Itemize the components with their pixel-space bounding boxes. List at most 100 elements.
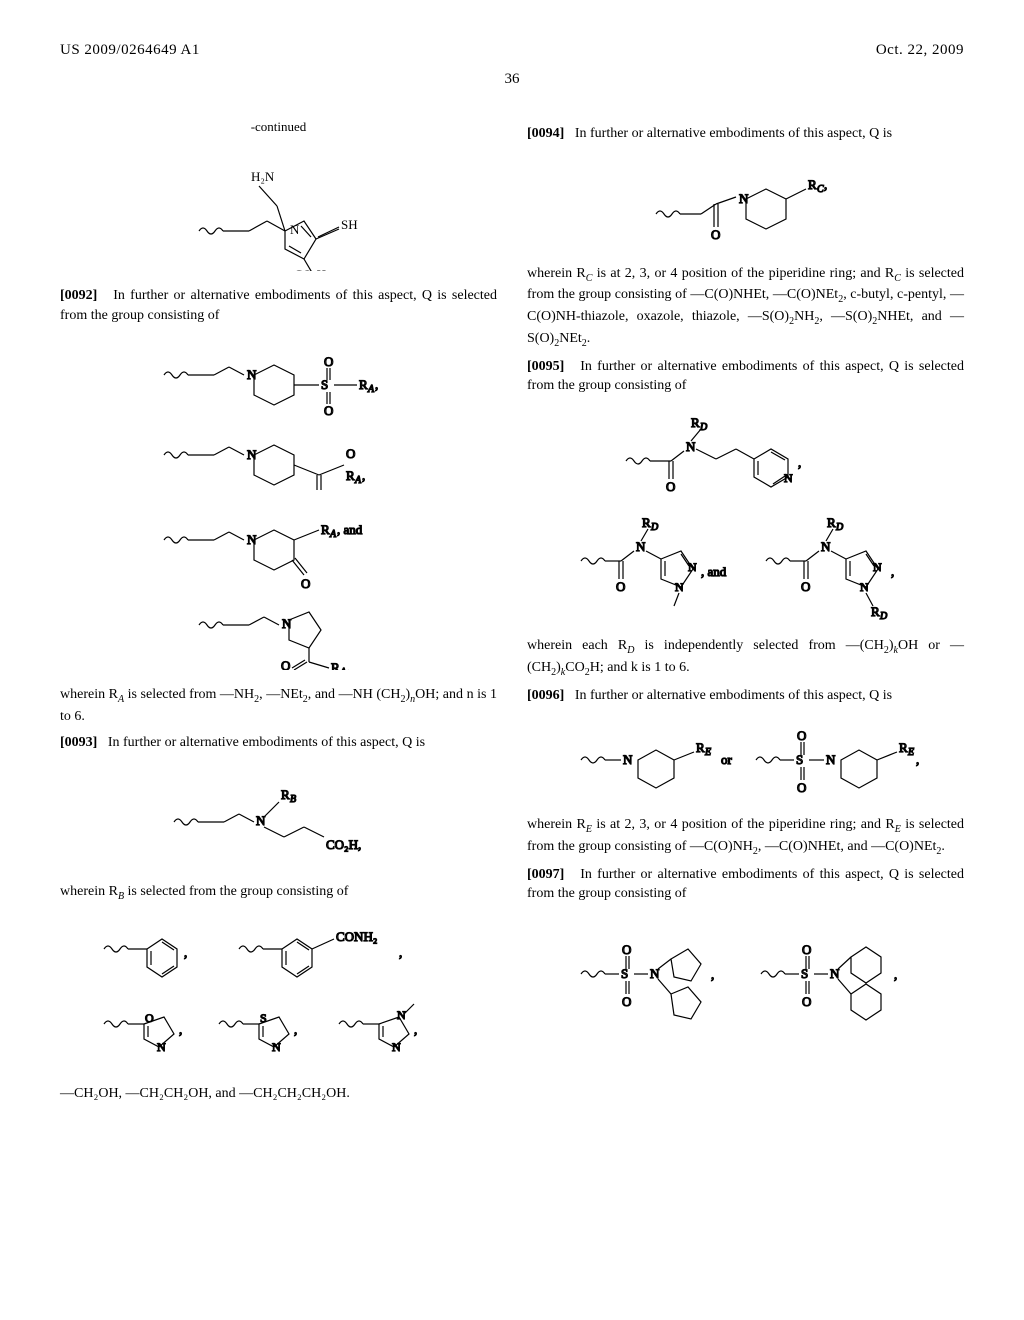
svg-text:C: C (817, 184, 824, 195)
svg-text:N: N (247, 447, 257, 462)
wherein-ra: wherein RA is selected from —NH2, —NEt2,… (60, 685, 497, 726)
para-0096: [0096] In further or alternative embodim… (527, 686, 964, 706)
svg-text:O: O (801, 579, 810, 594)
left-column: -continued (60, 118, 497, 1110)
svg-text:E: E (907, 747, 914, 758)
svg-text:N: N (675, 580, 684, 594)
continued-label: -continued (60, 118, 497, 136)
svg-text:R: R (691, 415, 700, 430)
svg-text:N: N (247, 367, 257, 382)
svg-text:,: , (798, 455, 801, 470)
structure-rd-group: O N R D N , (527, 411, 964, 621)
svg-text:O: O (281, 658, 290, 670)
svg-text:N: N (392, 1040, 401, 1054)
structure-rb-group: , CONH₂ , O (60, 919, 497, 1069)
page-header: US 2009/0264649 A1 Oct. 22, 2009 (60, 40, 964, 61)
svg-text:R: R (899, 740, 908, 755)
svg-text:R: R (346, 468, 355, 483)
para-0097-text: In further or alternative embodiments of… (527, 867, 964, 902)
svg-text:or: or (721, 752, 733, 767)
svg-text:R: R (696, 740, 705, 755)
svg-text:N: N (157, 1040, 166, 1054)
structure-so2n-rings: S O O N , (527, 919, 964, 1039)
svg-text:N: N (784, 471, 793, 485)
svg-text:R: R (281, 787, 290, 802)
svg-text:O: O (711, 227, 720, 242)
wherein-rd: wherein each RD is independently selecte… (527, 636, 964, 680)
svg-text:O: O (145, 1011, 154, 1025)
wherein-rc: wherein RC is at 2, 3, or 4 position of … (527, 264, 964, 351)
svg-text:O: O (797, 728, 806, 743)
svg-text:R: R (871, 604, 880, 619)
page-number: 36 (60, 69, 964, 90)
svg-text:N: N (688, 560, 697, 574)
svg-text:N: N (397, 1008, 406, 1022)
svg-text:R: R (359, 377, 368, 392)
para-0094-text: In further or alternative embodiments of… (575, 126, 892, 141)
bottom-chain: —CH₂OH, —CH₂CH₂OH, and —CH₂CH₂CH₂OH. (60, 1084, 497, 1104)
wherein-rb: wherein RB is selected from the group co… (60, 882, 497, 904)
svg-text:S: S (621, 966, 628, 981)
para-0095-text: In further or alternative embodiments of… (527, 359, 964, 394)
svg-text:N: N (826, 752, 836, 767)
pub-date: Oct. 22, 2009 (876, 40, 964, 61)
para-num-0092: [0092] (60, 288, 97, 303)
svg-text:A: A (367, 384, 375, 395)
svg-text:N: N (623, 752, 633, 767)
wherein-re: wherein RE is at 2, 3, or 4 position of … (527, 815, 964, 859)
svg-text:N: N (873, 560, 882, 574)
right-column: [0094] In further or alternative embodim… (527, 118, 964, 1110)
svg-text:B: B (290, 794, 296, 805)
svg-text:,: , (916, 752, 919, 767)
svg-text:,: , (399, 945, 402, 960)
structure-group-b: N S O O R A , (60, 340, 497, 670)
svg-text:,: , (414, 1022, 417, 1037)
svg-text:O: O (802, 994, 811, 1009)
svg-text:,: , (294, 1022, 297, 1037)
svg-text:,: , (824, 177, 827, 192)
svg-text:R: R (321, 522, 330, 537)
svg-text:N: N (282, 616, 292, 631)
svg-text:N: N (247, 532, 257, 547)
svg-text:,: , (362, 468, 365, 483)
para-0092-text: In further or alternative embodiments of… (60, 288, 497, 323)
svg-text:O: O (802, 942, 811, 957)
svg-text:D: D (879, 611, 888, 621)
svg-text:O: O (616, 579, 625, 594)
svg-text:N: N (821, 539, 831, 554)
para-0094: [0094] In further or alternative embodim… (527, 124, 964, 144)
svg-text:O: O (797, 780, 806, 795)
two-columns: -continued (60, 118, 964, 1110)
doc-number: US 2009/0264649 A1 (60, 40, 200, 61)
svg-text:A: A (354, 475, 362, 486)
svg-text:N: N (860, 580, 869, 594)
svg-text:O: O (324, 354, 333, 369)
svg-text:O: O (346, 446, 355, 461)
svg-text:O: O (622, 942, 631, 957)
patent-page: US 2009/0264649 A1 Oct. 22, 2009 36 -con… (0, 0, 1024, 1320)
svg-text:N: N (686, 439, 696, 454)
svg-text:, and: , and (701, 564, 727, 579)
svg-text:R: R (642, 515, 651, 530)
structure-a: H₂N SH N CO₂H. (60, 151, 497, 271)
svg-text:N: N (636, 539, 646, 554)
para-num-0096: [0096] (527, 688, 564, 703)
svg-text:A: A (329, 529, 337, 540)
svg-text:CO₂H,: CO₂H, (326, 837, 361, 852)
svg-text:D: D (699, 422, 708, 433)
para-0097: [0097] In further or alternative embodim… (527, 865, 964, 904)
svg-text:S: S (260, 1011, 267, 1025)
svg-text:SH: SH (341, 217, 358, 232)
para-0096-text: In further or alternative embodiments of… (575, 688, 892, 703)
svg-text:D: D (835, 522, 844, 533)
structure-rc: O N R C , (527, 159, 964, 249)
para-num-0093: [0093] (60, 735, 97, 750)
para-0095: [0095] In further or alternative embodim… (527, 357, 964, 396)
para-num-0097: [0097] (527, 867, 564, 882)
svg-text:N: N (290, 222, 300, 237)
svg-text:,: , (347, 660, 350, 670)
svg-text:N: N (256, 813, 266, 828)
svg-text:R: R (331, 660, 340, 670)
svg-text:R: R (827, 515, 836, 530)
svg-text:CO₂H.: CO₂H. (294, 267, 329, 271)
